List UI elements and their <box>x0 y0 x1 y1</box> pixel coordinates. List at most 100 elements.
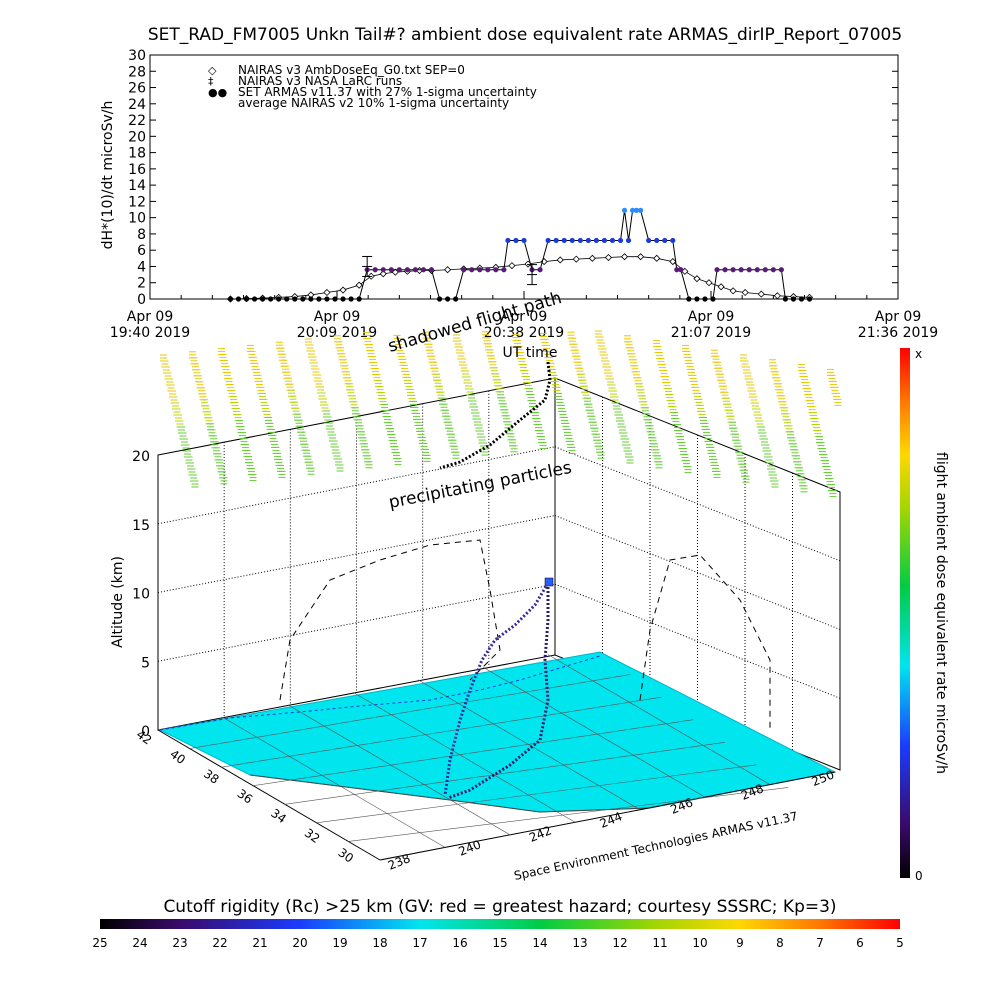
y-tick-label: 14 <box>128 178 146 194</box>
armas-point <box>722 267 728 273</box>
longitude-tick-label: 240 <box>457 837 483 859</box>
colorbar-bottom-label: 0 <box>915 869 923 883</box>
armas-point <box>340 296 346 302</box>
latitude-tick-label: 36 <box>235 786 256 806</box>
latitude-tick-label: 30 <box>336 845 357 865</box>
colorbar-label: flight ambient dose equivalent rate micr… <box>933 452 949 774</box>
armas-point <box>292 296 298 302</box>
armas-point <box>577 237 583 244</box>
armas-point <box>694 296 700 302</box>
armas-point <box>674 267 680 273</box>
armas-point <box>505 237 511 244</box>
armas-point <box>412 267 419 273</box>
y-tick-label: 8 <box>137 227 146 243</box>
y-axis-label: dH*(10)/dt microSv/h <box>100 101 116 250</box>
armas-point <box>629 207 636 213</box>
rigidity-tick-label: 16 <box>452 936 467 950</box>
rigidity-ticks: 25 24 23 22 21 20 19 18 17 16 15 14 13 12 11 10 9 8 7 6 5 <box>92 936 903 950</box>
armas-point <box>710 296 716 302</box>
armas-point <box>436 296 443 302</box>
credit-text: Space Environment Technologies ARMAS v11… <box>513 809 799 883</box>
rigidity-colorbar-title: Cutoff rigidity (Rc) >25 km (GV: red = g… <box>163 897 836 917</box>
nairas-point <box>693 275 701 283</box>
latitude-tick-label: 40 <box>167 747 188 767</box>
y-tick-label: 26 <box>128 81 146 97</box>
nairas-point <box>653 254 661 262</box>
lat-axis-line <box>157 729 381 861</box>
chart-title: SET_RAD_FM7005 Unkn Tail#? ambient dose … <box>148 25 902 45</box>
altitude-tick-label: 5 <box>141 655 150 671</box>
rigidity-tick-label: 6 <box>856 936 864 950</box>
nairas-point <box>572 255 580 263</box>
flight-path <box>439 361 554 800</box>
armas-point <box>545 237 551 244</box>
rigidity-tick-label: 24 <box>132 936 147 950</box>
x-tick-time: 20:09 2019 <box>297 325 377 341</box>
shadowed-flight-path-line <box>439 361 552 470</box>
armas-point <box>806 296 813 302</box>
armas-point <box>348 296 354 302</box>
rigidity-tick-label: 15 <box>492 936 507 950</box>
armas-point <box>609 237 616 244</box>
armas-point <box>513 237 519 244</box>
armas-point <box>300 296 306 302</box>
wall-gridline <box>554 446 841 562</box>
armas-point <box>324 296 330 302</box>
legend-entry: NAIRAS v3 NASA LaRC runs <box>238 74 402 88</box>
wall-gridline <box>157 446 556 525</box>
armas-point <box>754 267 760 273</box>
nairas-point <box>556 256 564 264</box>
armas-point <box>561 237 567 244</box>
armas-point <box>798 296 805 302</box>
longitude-tick-label: 244 <box>598 809 624 831</box>
armas-point <box>396 267 402 273</box>
wall-gridline <box>554 583 841 699</box>
legend-symbol: ‡ <box>208 75 214 88</box>
annotation-precipitating-particles: precipitating particles <box>387 458 573 513</box>
y-tick-label: 30 <box>128 48 146 64</box>
altitude-tick-label: 10 <box>132 587 150 603</box>
colorbar-top-label: x <box>915 347 922 361</box>
armas-point <box>404 267 410 273</box>
armas-point <box>308 296 314 302</box>
armas-point <box>617 237 624 244</box>
altitude-tick-label: 0 <box>141 724 150 740</box>
armas-point <box>621 207 628 213</box>
rigidity-tick-label: 5 <box>896 936 904 950</box>
nairas-point <box>379 270 387 278</box>
nairas-point <box>604 253 613 262</box>
armas-point <box>670 237 676 244</box>
wall-gridline <box>157 583 556 662</box>
nairas-point <box>729 287 737 295</box>
longitude-tick-label: 242 <box>527 823 553 845</box>
rigidity-tick-label: 8 <box>776 936 784 950</box>
flight-peak-marker <box>544 577 554 587</box>
y-tick-label: 0 <box>137 292 146 308</box>
nairas-point <box>637 253 645 261</box>
legend: ◇ NAIRAS v3 AmbDoseEq_G0.txt SEP=0 ‡ NAIRAS… <box>208 63 537 110</box>
armas-point <box>537 267 543 273</box>
y-tick-label: 6 <box>137 243 146 259</box>
particle-grid <box>160 330 842 498</box>
floor-gridline <box>189 674 630 749</box>
x-tick-date: Apr 09 <box>501 309 547 325</box>
nairas-point <box>620 253 629 261</box>
y-tick-label: 28 <box>128 64 146 80</box>
wall-gridline <box>157 515 556 593</box>
rigidity-tick-label: 17 <box>412 936 427 950</box>
armas-point <box>678 267 684 273</box>
floor-gridline <box>253 719 694 787</box>
rigidity-tick-label: 11 <box>652 936 667 950</box>
nairas-point <box>741 288 749 297</box>
latitude-tick-label: 38 <box>201 767 222 787</box>
armas-point <box>638 207 644 213</box>
armas-point <box>662 237 668 244</box>
latitude-tick-label: 42 <box>134 727 155 747</box>
rigidity-tick-label: 12 <box>612 936 627 950</box>
nairas-point <box>339 286 347 294</box>
legend-entry: NAIRAS v3 AmbDoseEq_G0.txt SEP=0 <box>238 63 465 77</box>
floor-gridline <box>352 692 576 823</box>
flight-path-descent <box>447 583 550 800</box>
x-axis-label: UT time <box>503 345 558 361</box>
